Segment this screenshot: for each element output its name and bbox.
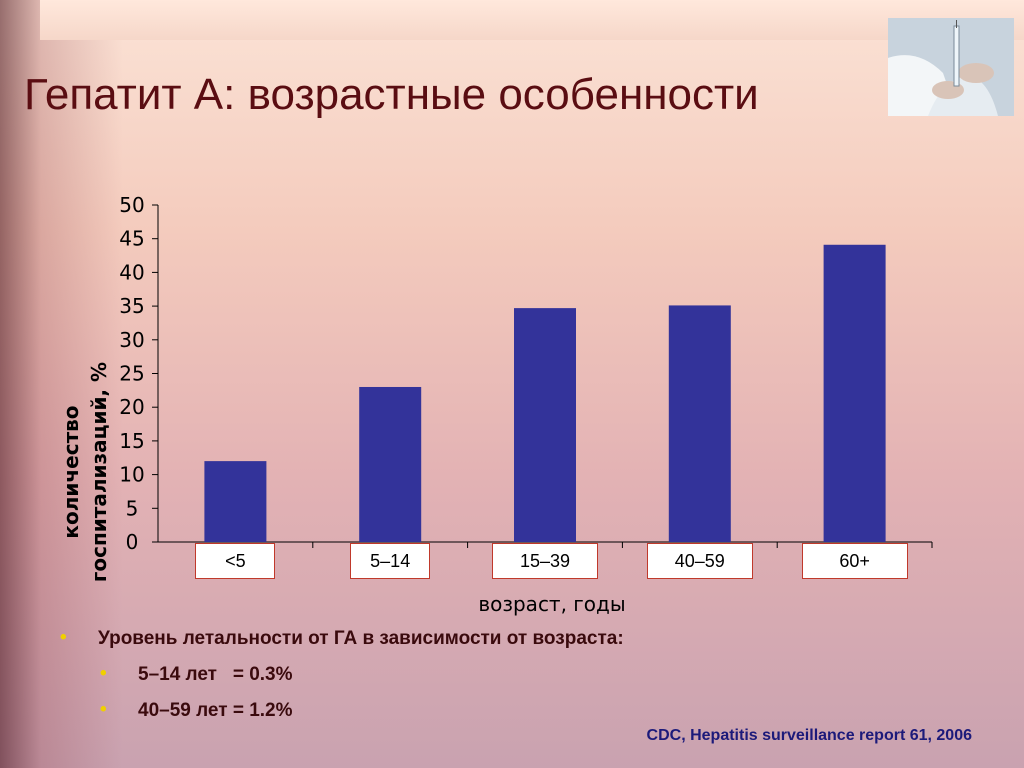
y-tick-label: 40 — [119, 260, 144, 284]
doctor-syringe-photo-icon — [888, 18, 1014, 116]
y-tick-label: 5 — [126, 496, 139, 520]
bullet-dot-icon: • — [100, 663, 107, 684]
bar-4 — [823, 244, 886, 543]
x-tick-label-0: <5 — [195, 543, 276, 579]
y-tick-label: 20 — [119, 395, 144, 419]
bullet-dot-icon: • — [100, 699, 107, 720]
y-tick-label: 25 — [119, 362, 144, 386]
bullet-sub-2: • 40–59 лет = 1.2% — [60, 699, 624, 722]
bullet-sub-2-text: 40–59 лет = 1.2% — [138, 700, 293, 721]
bullet-list: • Уровень летальности от ГА в зависимост… — [60, 627, 624, 722]
bar-1 — [359, 386, 422, 542]
y-tick-label: 50 — [119, 193, 144, 217]
x-tick-label-4: 60+ — [801, 543, 908, 579]
y-tick-label: 45 — [119, 227, 144, 251]
y-axis-label-line2: госпитализаций, % — [87, 362, 111, 582]
bullet-main: • Уровень летальности от ГА в зависимост… — [60, 627, 624, 650]
bullet-dot-icon: • — [60, 627, 67, 648]
x-tick-label-3: 40–59 — [646, 543, 753, 579]
slide-top-band — [40, 0, 1024, 40]
y-tick-label: 35 — [119, 294, 144, 318]
slide-title: Гепатит А: возрастные особенности — [24, 70, 759, 119]
bar-0 — [204, 461, 267, 542]
y-tick-label: 10 — [119, 463, 144, 487]
y-tick-label: 30 — [119, 328, 144, 352]
y-tick-label: 0 — [126, 530, 139, 554]
bullet-sub-1-text: 5–14 лет = 0.3% — [138, 664, 293, 685]
y-axis-label-line1: количество — [59, 405, 83, 538]
bullet-main-text: Уровень летальности от ГА в зависимости … — [98, 628, 624, 649]
source-citation: CDC, Hepatitis surveillance report 61, 2… — [646, 727, 972, 744]
y-tick-label: 15 — [119, 429, 144, 453]
bullet-sub-1: • 5–14 лет = 0.3% — [60, 663, 624, 686]
x-tick-label-1: 5–14 — [350, 543, 431, 579]
x-axis-label: возраст, годы — [478, 592, 625, 616]
x-tick-label-2: 15–39 — [492, 543, 598, 579]
bar-3 — [668, 305, 731, 542]
bar-2 — [514, 308, 576, 542]
